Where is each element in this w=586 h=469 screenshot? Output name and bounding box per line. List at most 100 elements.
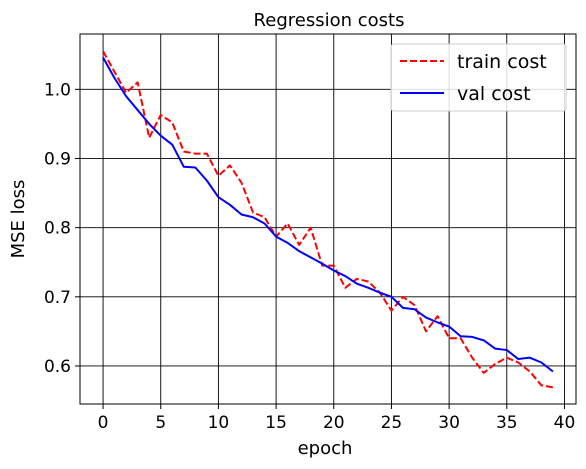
point-train-cost-27 — [414, 305, 415, 306]
x-tick-label-6: 30 — [438, 413, 460, 433]
point-train-cost-10 — [218, 175, 219, 176]
point-train-cost-32 — [472, 357, 473, 358]
point-val-cost-0 — [102, 57, 103, 58]
series-line-train-cost — [102, 50, 554, 389]
point-train-cost-29 — [437, 316, 438, 317]
point-train-cost-11 — [229, 165, 230, 166]
point-val-cost-37 — [529, 357, 530, 358]
point-val-cost-23 — [368, 287, 369, 288]
point-train-cost-35 — [506, 357, 507, 358]
point-val-cost-39 — [552, 371, 553, 372]
point-train-cost-30 — [449, 338, 450, 339]
point-val-cost-25 — [391, 296, 392, 297]
legend: train cost val cost — [390, 43, 567, 112]
y-tick-label-2: 0.8 — [44, 219, 71, 239]
x-tick-label-3: 15 — [265, 413, 287, 433]
point-val-cost-7 — [183, 166, 184, 167]
point-train-cost-39 — [552, 387, 553, 388]
point-train-cost-20 — [333, 265, 334, 266]
x-tick-label-0: 0 — [98, 413, 109, 433]
point-train-cost-12 — [241, 182, 242, 183]
point-val-cost-4 — [149, 123, 150, 124]
point-val-cost-21 — [345, 275, 346, 276]
point-val-cost-32 — [472, 336, 473, 337]
y-tick-label-4: 1.0 — [44, 80, 71, 100]
point-val-cost-18 — [310, 257, 311, 258]
point-val-cost-2 — [126, 96, 127, 97]
point-val-cost-29 — [437, 322, 438, 323]
point-train-cost-9 — [206, 153, 207, 154]
point-train-cost-36 — [518, 362, 519, 363]
point-val-cost-26 — [402, 307, 403, 308]
point-train-cost-17 — [299, 244, 300, 245]
point-val-cost-30 — [449, 326, 450, 327]
point-train-cost-18 — [310, 227, 311, 228]
point-train-cost-6 — [172, 122, 173, 123]
point-val-cost-15 — [275, 236, 276, 237]
chart-title: Regression costs — [254, 10, 405, 31]
point-val-cost-20 — [333, 270, 334, 271]
plot-frame — [79, 33, 577, 405]
point-val-cost-34 — [495, 348, 496, 349]
point-val-cost-1 — [114, 78, 115, 79]
y-tick-label-1: 0.7 — [44, 288, 71, 308]
point-train-cost-2 — [126, 92, 127, 93]
point-train-cost-34 — [495, 363, 496, 364]
point-train-cost-21 — [345, 287, 346, 288]
point-train-cost-16 — [287, 223, 288, 224]
point-train-cost-25 — [391, 310, 392, 311]
point-train-cost-3 — [137, 82, 138, 83]
point-val-cost-38 — [541, 362, 542, 363]
series-layer — [102, 50, 554, 389]
y-tick-label-0: 0.6 — [44, 357, 71, 377]
series-line-val-cost — [102, 57, 554, 373]
legend-label-val-cost: val cost — [457, 83, 531, 105]
legend-label-train-cost: train cost — [457, 51, 547, 73]
point-train-cost-14 — [264, 217, 265, 218]
point-val-cost-5 — [160, 135, 161, 136]
x-tick-label-1: 5 — [155, 413, 166, 433]
point-train-cost-26 — [402, 296, 403, 297]
point-val-cost-24 — [379, 292, 380, 293]
point-val-cost-12 — [241, 214, 242, 215]
point-train-cost-19 — [322, 265, 323, 266]
point-val-cost-17 — [299, 251, 300, 252]
y-tick-label-3: 0.9 — [44, 149, 71, 169]
point-train-cost-0 — [102, 51, 103, 52]
point-val-cost-8 — [195, 167, 196, 168]
point-train-cost-38 — [541, 385, 542, 386]
point-train-cost-33 — [483, 372, 484, 373]
point-val-cost-22 — [356, 283, 357, 284]
point-train-cost-7 — [183, 151, 184, 152]
point-val-cost-3 — [137, 109, 138, 110]
point-val-cost-35 — [506, 349, 507, 350]
point-val-cost-9 — [206, 180, 207, 181]
point-val-cost-11 — [229, 204, 230, 205]
x-tick-label-4: 20 — [323, 413, 345, 433]
point-val-cost-33 — [483, 340, 484, 341]
point-train-cost-5 — [160, 114, 161, 115]
point-train-cost-22 — [356, 278, 357, 279]
y-axis-label: MSE loss — [8, 180, 29, 259]
point-train-cost-28 — [425, 331, 426, 332]
point-train-cost-31 — [460, 338, 461, 339]
point-val-cost-36 — [518, 358, 519, 359]
x-axis-label: epoch — [298, 438, 353, 459]
point-val-cost-31 — [460, 336, 461, 337]
point-train-cost-13 — [252, 212, 253, 213]
point-train-cost-23 — [368, 281, 369, 282]
point-val-cost-16 — [287, 242, 288, 243]
x-tick-label-2: 10 — [208, 413, 230, 433]
x-tick-label-8: 40 — [554, 413, 576, 433]
y-axis: 0.6 0.7 0.8 0.9 1.0 — [44, 80, 80, 377]
point-val-cost-14 — [264, 223, 265, 224]
x-tick-label-5: 25 — [381, 413, 403, 433]
point-train-cost-8 — [195, 153, 196, 154]
x-tick-label-7: 35 — [496, 413, 518, 433]
point-val-cost-28 — [425, 317, 426, 318]
point-val-cost-19 — [322, 263, 323, 264]
point-train-cost-37 — [529, 371, 530, 372]
x-axis: 0 5 10 15 20 25 30 35 40 — [98, 404, 576, 433]
point-train-cost-1 — [114, 71, 115, 72]
